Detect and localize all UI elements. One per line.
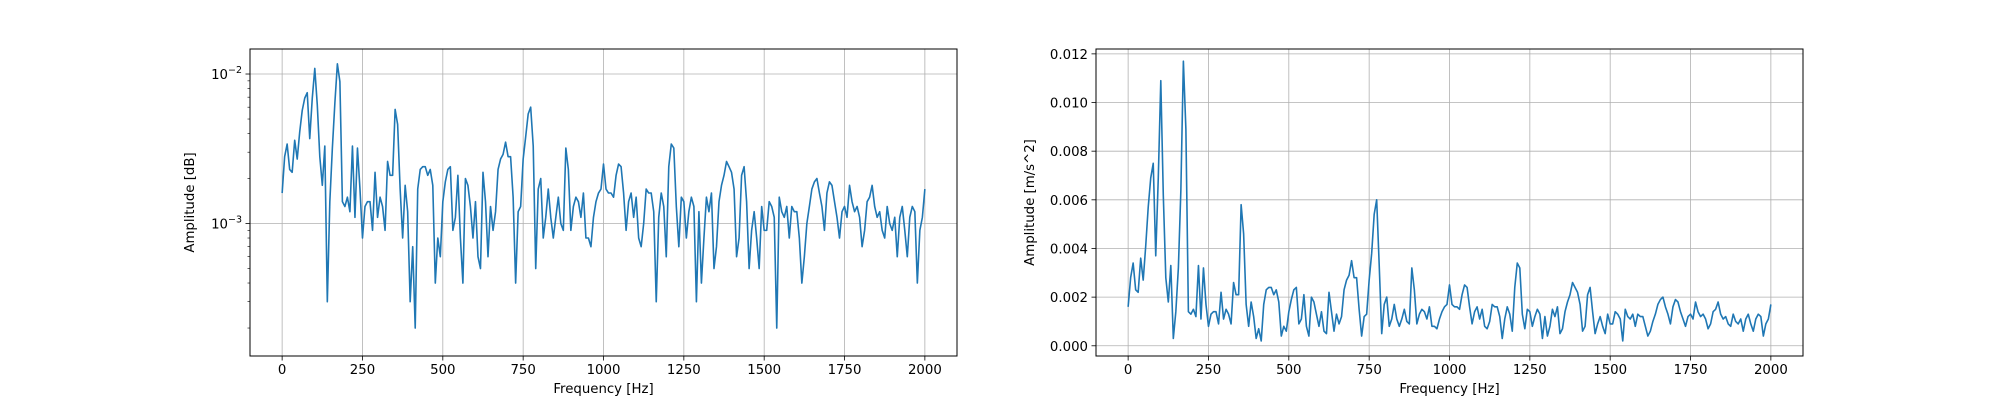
y-tick-label: 0.002 xyxy=(1050,291,1088,306)
y-tick-label: 0.012 xyxy=(1050,48,1088,63)
x-tick-label: 1000 xyxy=(1433,363,1467,378)
chart-amplitude-db: 0 250 500 750 1000 1250 1500 1750 200010−310−2Fr… xyxy=(183,48,958,397)
x-tick-label: 1500 xyxy=(747,363,781,378)
x-tick-label: 1250 xyxy=(1513,363,1547,378)
chart-amplitude-ms2: 0 250 500 750 1000 1250 1500 1750 2000 0.000 0.002… xyxy=(1023,48,1804,397)
y-tick-label: 0.000 xyxy=(1050,340,1088,355)
series-line xyxy=(281,63,926,329)
y-axis-label: Amplitude [m/s^2] xyxy=(1023,139,1038,266)
series-line xyxy=(1127,60,1772,342)
x-tick-label: 500 xyxy=(430,363,455,378)
x-tick-label: 1250 xyxy=(667,363,701,378)
grid xyxy=(1096,49,1803,356)
x-axis: 0 250 500 750 1000 1250 1500 1750 2000 xyxy=(278,356,942,378)
y-axis: 0.000 0.002 0.004 0.006 0.008 0.010 0.012 xyxy=(1050,48,1096,355)
x-tick-label: 750 xyxy=(1356,363,1381,378)
y-tick-label: 0.006 xyxy=(1050,194,1088,209)
y-tick-label: 0.004 xyxy=(1050,242,1088,257)
x-tick-label: 1750 xyxy=(828,363,862,378)
y-tick-label: 0.008 xyxy=(1050,145,1088,160)
x-tick-label: 500 xyxy=(1276,363,1301,378)
x-axis-label: Frequency [Hz] xyxy=(1399,382,1499,397)
y-axis-label: Amplitude [dB] xyxy=(183,152,198,252)
x-axis: 0 250 500 750 1000 1250 1500 1750 2000 xyxy=(1124,356,1788,378)
x-tick-label: 0 xyxy=(1124,363,1132,378)
x-tick-label: 1750 xyxy=(1674,363,1708,378)
x-tick-label: 1000 xyxy=(587,363,621,378)
x-tick-label: 750 xyxy=(510,363,535,378)
x-tick-label: 250 xyxy=(1196,363,1221,378)
x-tick-label: 250 xyxy=(350,363,375,378)
x-tick-label: 1500 xyxy=(1593,363,1627,378)
y-tick-label: 0.010 xyxy=(1050,97,1088,112)
x-tick-label: 2000 xyxy=(908,363,942,378)
x-axis-label: Frequency [Hz] xyxy=(553,382,653,397)
x-tick-label: 2000 xyxy=(1754,363,1788,378)
x-tick-label: 0 xyxy=(278,363,286,378)
